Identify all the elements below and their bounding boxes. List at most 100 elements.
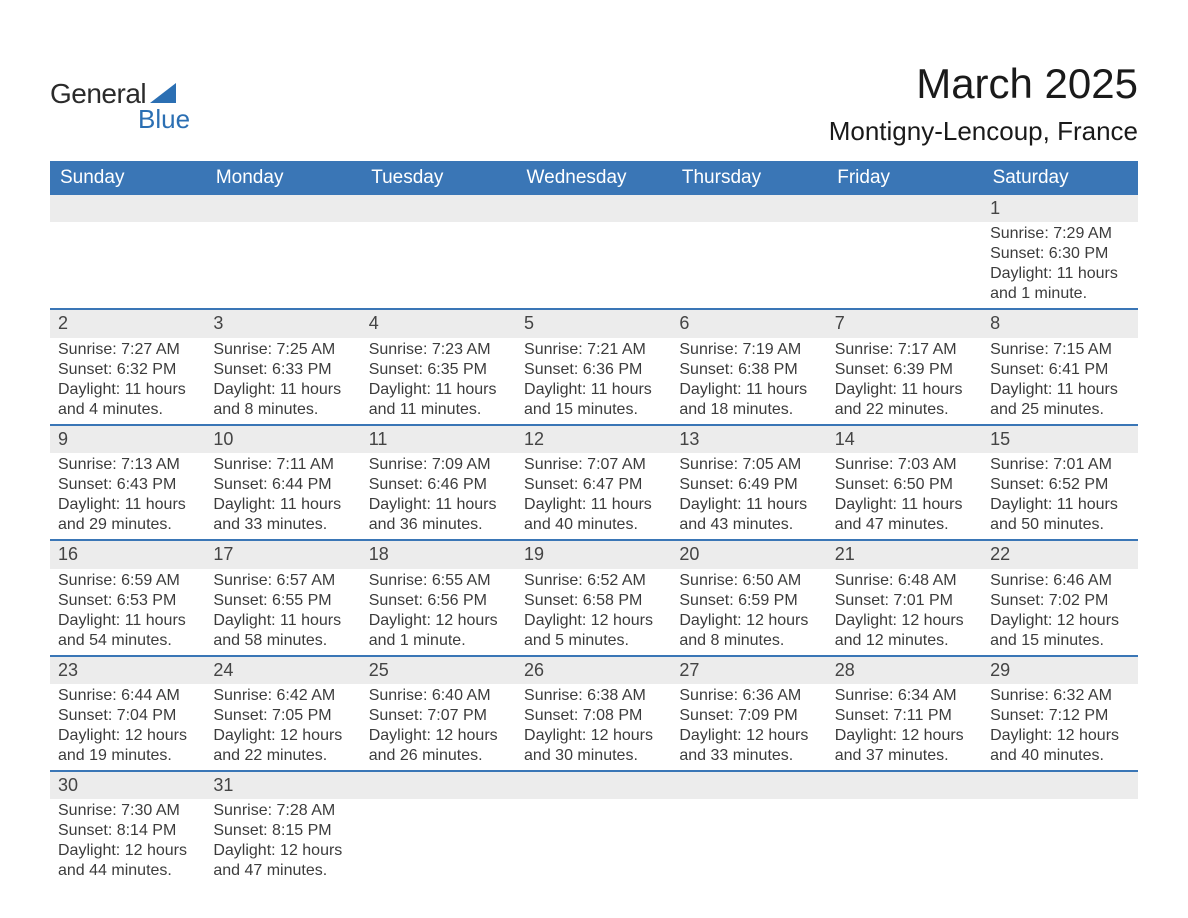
day-number: 17 bbox=[205, 541, 360, 568]
weekday-header: Tuesday bbox=[361, 161, 516, 195]
day-day1: Daylight: 11 hours bbox=[213, 380, 352, 400]
day-sunrise: Sunrise: 7:15 AM bbox=[990, 340, 1129, 360]
day-number: 27 bbox=[671, 657, 826, 684]
day-sunset: Sunset: 7:11 PM bbox=[835, 706, 974, 726]
day-sunset: Sunset: 8:14 PM bbox=[58, 821, 197, 841]
day-day2: and 26 minutes. bbox=[369, 746, 508, 766]
day-day2: and 12 minutes. bbox=[835, 631, 974, 651]
weekday-header: Sunday bbox=[50, 161, 205, 195]
day-day2: and 37 minutes. bbox=[835, 746, 974, 766]
day-day2: and 22 minutes. bbox=[213, 746, 352, 766]
calendar-week: 1Sunrise: 7:29 AMSunset: 6:30 PMDaylight… bbox=[50, 195, 1138, 309]
day-number: 26 bbox=[516, 657, 671, 684]
day-day2: and 33 minutes. bbox=[213, 515, 352, 535]
day-body: Sunrise: 7:03 AMSunset: 6:50 PMDaylight:… bbox=[827, 453, 982, 539]
day-sunset: Sunset: 6:52 PM bbox=[990, 475, 1129, 495]
day-body: Sunrise: 6:36 AMSunset: 7:09 PMDaylight:… bbox=[671, 684, 826, 770]
day-number: 4 bbox=[361, 310, 516, 337]
calendar-cell: 8Sunrise: 7:15 AMSunset: 6:41 PMDaylight… bbox=[982, 309, 1137, 424]
day-day1: Daylight: 12 hours bbox=[213, 726, 352, 746]
day-number: 29 bbox=[982, 657, 1137, 684]
day-sunset: Sunset: 6:56 PM bbox=[369, 591, 508, 611]
day-day2: and 33 minutes. bbox=[679, 746, 818, 766]
day-number: 13 bbox=[671, 426, 826, 453]
day-sunset: Sunset: 6:38 PM bbox=[679, 360, 818, 380]
day-sunrise: Sunrise: 6:52 AM bbox=[524, 571, 663, 591]
day-day2: and 19 minutes. bbox=[58, 746, 197, 766]
day-body: Sunrise: 7:19 AMSunset: 6:38 PMDaylight:… bbox=[671, 338, 826, 424]
calendar-cell: 22Sunrise: 6:46 AMSunset: 7:02 PMDayligh… bbox=[982, 540, 1137, 655]
day-day1: Daylight: 12 hours bbox=[835, 726, 974, 746]
day-sunset: Sunset: 6:59 PM bbox=[679, 591, 818, 611]
calendar-cell bbox=[50, 195, 205, 309]
day-day1: Daylight: 12 hours bbox=[369, 611, 508, 631]
day-sunset: Sunset: 6:32 PM bbox=[58, 360, 197, 380]
day-body: Sunrise: 6:55 AMSunset: 6:56 PMDaylight:… bbox=[361, 569, 516, 655]
brand-logo: General Blue bbox=[50, 78, 190, 135]
calendar-table: SundayMondayTuesdayWednesdayThursdayFrid… bbox=[50, 161, 1138, 885]
day-sunrise: Sunrise: 6:57 AM bbox=[213, 571, 352, 591]
day-number: 21 bbox=[827, 541, 982, 568]
day-sunset: Sunset: 6:30 PM bbox=[990, 244, 1129, 264]
day-number: 8 bbox=[982, 310, 1137, 337]
day-sunset: Sunset: 7:01 PM bbox=[835, 591, 974, 611]
day-body: Sunrise: 7:07 AMSunset: 6:47 PMDaylight:… bbox=[516, 453, 671, 539]
day-sunrise: Sunrise: 7:07 AM bbox=[524, 455, 663, 475]
calendar-cell: 4Sunrise: 7:23 AMSunset: 6:35 PMDaylight… bbox=[361, 309, 516, 424]
day-body: Sunrise: 7:01 AMSunset: 6:52 PMDaylight:… bbox=[982, 453, 1137, 539]
day-sunrise: Sunrise: 7:03 AM bbox=[835, 455, 974, 475]
day-day1: Daylight: 12 hours bbox=[524, 726, 663, 746]
day-sunrise: Sunrise: 6:32 AM bbox=[990, 686, 1129, 706]
day-body: Sunrise: 6:42 AMSunset: 7:05 PMDaylight:… bbox=[205, 684, 360, 770]
day-sunset: Sunset: 7:07 PM bbox=[369, 706, 508, 726]
empty-day-number bbox=[827, 195, 982, 222]
day-day1: Daylight: 11 hours bbox=[58, 495, 197, 515]
day-number: 14 bbox=[827, 426, 982, 453]
day-sunrise: Sunrise: 7:13 AM bbox=[58, 455, 197, 475]
day-day2: and 25 minutes. bbox=[990, 400, 1129, 420]
calendar-cell: 21Sunrise: 6:48 AMSunset: 7:01 PMDayligh… bbox=[827, 540, 982, 655]
calendar-cell: 6Sunrise: 7:19 AMSunset: 6:38 PMDaylight… bbox=[671, 309, 826, 424]
calendar-cell: 28Sunrise: 6:34 AMSunset: 7:11 PMDayligh… bbox=[827, 656, 982, 771]
calendar-week: 2Sunrise: 7:27 AMSunset: 6:32 PMDaylight… bbox=[50, 309, 1138, 424]
day-body: Sunrise: 6:34 AMSunset: 7:11 PMDaylight:… bbox=[827, 684, 982, 770]
day-day2: and 36 minutes. bbox=[369, 515, 508, 535]
weekday-header: Friday bbox=[827, 161, 982, 195]
day-day1: Daylight: 11 hours bbox=[213, 611, 352, 631]
day-body: Sunrise: 6:32 AMSunset: 7:12 PMDaylight:… bbox=[982, 684, 1137, 770]
calendar-head: SundayMondayTuesdayWednesdayThursdayFrid… bbox=[50, 161, 1138, 195]
calendar-cell: 25Sunrise: 6:40 AMSunset: 7:07 PMDayligh… bbox=[361, 656, 516, 771]
empty-day-number bbox=[361, 772, 516, 799]
day-number: 20 bbox=[671, 541, 826, 568]
day-sunrise: Sunrise: 7:19 AM bbox=[679, 340, 818, 360]
empty-day-body bbox=[516, 222, 671, 300]
empty-day-body bbox=[205, 222, 360, 300]
day-sunset: Sunset: 6:58 PM bbox=[524, 591, 663, 611]
day-day2: and 8 minutes. bbox=[213, 400, 352, 420]
weekday-header: Wednesday bbox=[516, 161, 671, 195]
day-day2: and 40 minutes. bbox=[524, 515, 663, 535]
day-day1: Daylight: 12 hours bbox=[679, 611, 818, 631]
day-body: Sunrise: 7:30 AMSunset: 8:14 PMDaylight:… bbox=[50, 799, 205, 885]
day-day2: and 58 minutes. bbox=[213, 631, 352, 651]
day-day2: and 11 minutes. bbox=[369, 400, 508, 420]
day-body: Sunrise: 7:27 AMSunset: 6:32 PMDaylight:… bbox=[50, 338, 205, 424]
calendar-cell: 24Sunrise: 6:42 AMSunset: 7:05 PMDayligh… bbox=[205, 656, 360, 771]
calendar-body: 1Sunrise: 7:29 AMSunset: 6:30 PMDaylight… bbox=[50, 195, 1138, 885]
calendar-cell: 16Sunrise: 6:59 AMSunset: 6:53 PMDayligh… bbox=[50, 540, 205, 655]
day-sunrise: Sunrise: 7:28 AM bbox=[213, 801, 352, 821]
day-day2: and 4 minutes. bbox=[58, 400, 197, 420]
day-number: 11 bbox=[361, 426, 516, 453]
day-day1: Daylight: 12 hours bbox=[58, 726, 197, 746]
day-sunset: Sunset: 8:15 PM bbox=[213, 821, 352, 841]
day-sunrise: Sunrise: 6:36 AM bbox=[679, 686, 818, 706]
calendar-cell: 23Sunrise: 6:44 AMSunset: 7:04 PMDayligh… bbox=[50, 656, 205, 771]
day-sunset: Sunset: 7:05 PM bbox=[213, 706, 352, 726]
day-number: 10 bbox=[205, 426, 360, 453]
empty-day-number bbox=[50, 195, 205, 222]
day-sunrise: Sunrise: 7:21 AM bbox=[524, 340, 663, 360]
day-body: Sunrise: 6:59 AMSunset: 6:53 PMDaylight:… bbox=[50, 569, 205, 655]
day-number: 18 bbox=[361, 541, 516, 568]
calendar-cell: 2Sunrise: 7:27 AMSunset: 6:32 PMDaylight… bbox=[50, 309, 205, 424]
calendar-cell: 1Sunrise: 7:29 AMSunset: 6:30 PMDaylight… bbox=[982, 195, 1137, 309]
